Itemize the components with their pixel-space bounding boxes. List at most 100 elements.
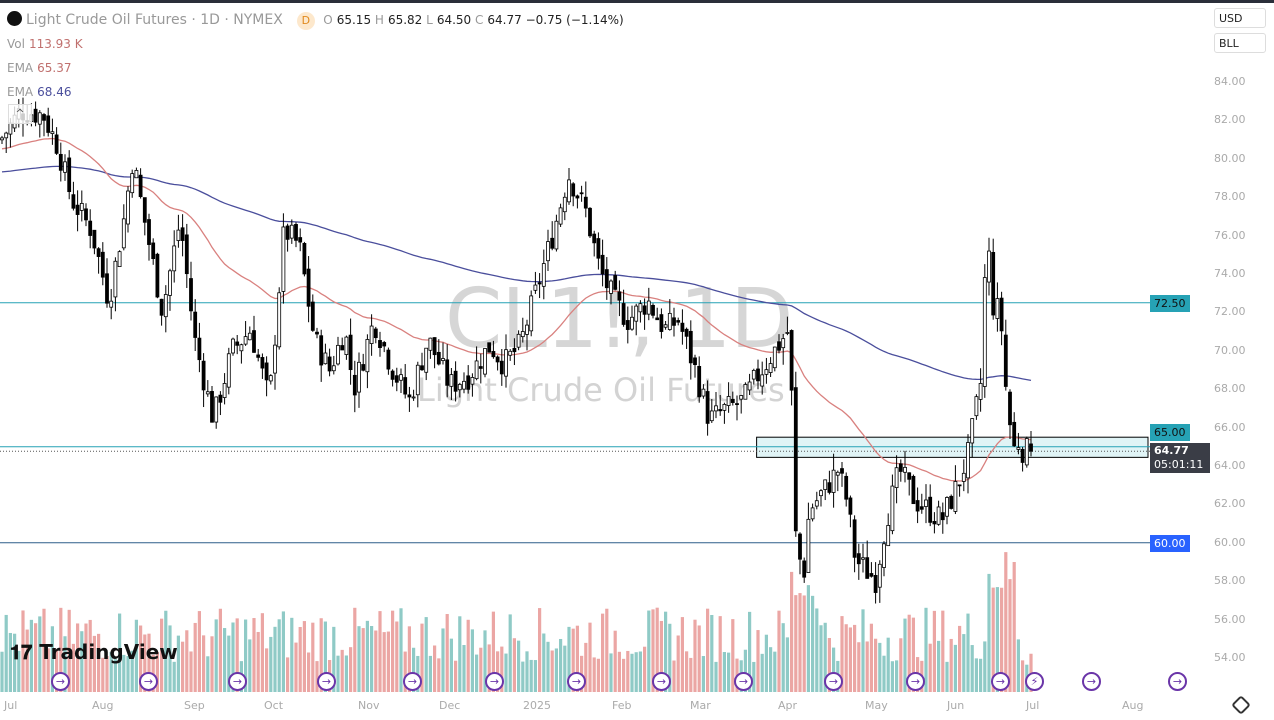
candle-body <box>512 347 517 353</box>
dividend-event-icon[interactable]: → <box>567 672 586 691</box>
candle-body <box>756 368 760 382</box>
candle-body <box>630 316 634 330</box>
candle-body <box>277 292 282 348</box>
volume-bar <box>937 640 941 692</box>
tradingview-logo[interactable]: 𝟏𝟕 TradingView <box>10 640 178 664</box>
candle-body <box>117 251 122 267</box>
volume-bar <box>911 617 915 692</box>
volume-bar <box>479 647 483 692</box>
ema-fast-legend[interactable]: EMA 65.37 <box>7 61 72 75</box>
y-tick-label: 80.00 <box>1214 151 1246 165</box>
dividend-event-icon[interactable]: → <box>317 672 336 691</box>
volume-bar <box>529 659 533 692</box>
dividend-event-icon[interactable]: → <box>824 672 843 691</box>
candle-body <box>336 344 340 365</box>
volume-bar <box>714 661 718 692</box>
dividend-event-icon[interactable]: → <box>734 672 753 691</box>
dividend-event-icon[interactable]: → <box>652 672 671 691</box>
dividend-event-icon[interactable]: → <box>403 672 422 691</box>
candle-body <box>718 409 723 412</box>
volume-bar <box>80 631 84 692</box>
candle-body <box>747 381 752 391</box>
ema-slow-legend[interactable]: EMA 68.46 <box>7 85 72 99</box>
volume-bar <box>155 652 159 692</box>
candle-body <box>491 351 496 358</box>
volume-bar <box>281 611 285 692</box>
currency-selector[interactable]: USD <box>1214 8 1266 28</box>
dividend-event-icon[interactable]: → <box>991 672 1010 691</box>
volume-bar <box>50 626 54 692</box>
y-tick-label: 70.00 <box>1214 343 1246 357</box>
candle-body <box>634 305 639 322</box>
candle-body <box>462 380 466 390</box>
candle-body <box>163 294 168 318</box>
candle-body <box>663 324 668 328</box>
candle-body <box>558 207 563 225</box>
candle-body <box>504 349 508 377</box>
volume-bar <box>861 609 865 692</box>
dividend-event-icon[interactable]: → <box>1082 672 1101 691</box>
volume-bar <box>496 651 500 692</box>
symbol-name[interactable]: Light Crude Oil Futures · 1D · NYMEX <box>26 12 283 28</box>
volume-bar <box>853 624 857 692</box>
candle-body <box>105 273 109 304</box>
last-price-label: 64.77 05:01:11 <box>1150 443 1210 473</box>
volume-bar <box>680 617 684 692</box>
volume-bar <box>353 607 357 692</box>
volume-bar <box>844 624 848 692</box>
volume-bar <box>466 619 470 692</box>
candle-body <box>54 134 59 154</box>
volume-bar <box>722 652 726 692</box>
y-tick-label: 82.00 <box>1214 113 1246 127</box>
dividend-event-icon[interactable]: → <box>1168 672 1187 691</box>
unit-selector[interactable]: BLL <box>1214 33 1266 53</box>
candle-body <box>96 248 101 257</box>
volume-bar <box>273 626 277 692</box>
volume-bar <box>596 658 600 692</box>
volume-bar <box>357 626 361 692</box>
dividend-event-icon[interactable]: → <box>51 672 70 691</box>
volume-bar <box>277 619 281 692</box>
candle-body <box>739 395 744 400</box>
volume-bar <box>575 625 579 692</box>
volume-bar <box>92 635 96 692</box>
x-tick-label: May <box>865 699 888 712</box>
candle-body <box>319 335 324 366</box>
candle-body <box>100 251 105 278</box>
volume-bar <box>407 626 411 692</box>
volume-legend[interactable]: Vol 113.93 K <box>7 37 83 51</box>
volume-bar <box>781 623 785 692</box>
candle-body <box>340 345 345 351</box>
volume-bar <box>974 658 978 692</box>
volume-bar <box>970 645 974 692</box>
candle-body <box>726 396 731 406</box>
candle-body <box>1012 421 1017 447</box>
volume-bar <box>613 630 617 692</box>
candle-body <box>8 122 13 135</box>
volume-bar <box>538 608 542 692</box>
candle-body <box>693 357 697 366</box>
dividend-event-icon[interactable]: → <box>906 672 925 691</box>
candle-body <box>617 291 622 301</box>
dividend-event-icon[interactable]: → <box>228 672 247 691</box>
collapse-legend-button[interactable]: ^ <box>8 104 32 124</box>
volume-bar <box>928 643 932 692</box>
volume-bar <box>311 622 315 692</box>
volume-bar <box>101 657 105 692</box>
volume-bar <box>4 614 8 692</box>
interval-badge[interactable]: D <box>296 12 315 30</box>
candle-body <box>995 298 1000 319</box>
dividend-event-icon[interactable]: → <box>485 672 504 691</box>
volume-bar <box>907 614 911 692</box>
candle-body <box>323 352 328 365</box>
candle-body <box>571 183 576 197</box>
dividend-event-icon[interactable]: → <box>139 672 158 691</box>
x-tick-label: Jul <box>1026 699 1040 712</box>
candle-body <box>0 137 4 141</box>
volume-bar <box>126 656 130 692</box>
volume-bar <box>588 622 592 692</box>
lightning-event-icon[interactable]: ⚡ <box>1025 672 1044 691</box>
candle-body <box>411 396 416 399</box>
candle-body <box>919 506 924 510</box>
